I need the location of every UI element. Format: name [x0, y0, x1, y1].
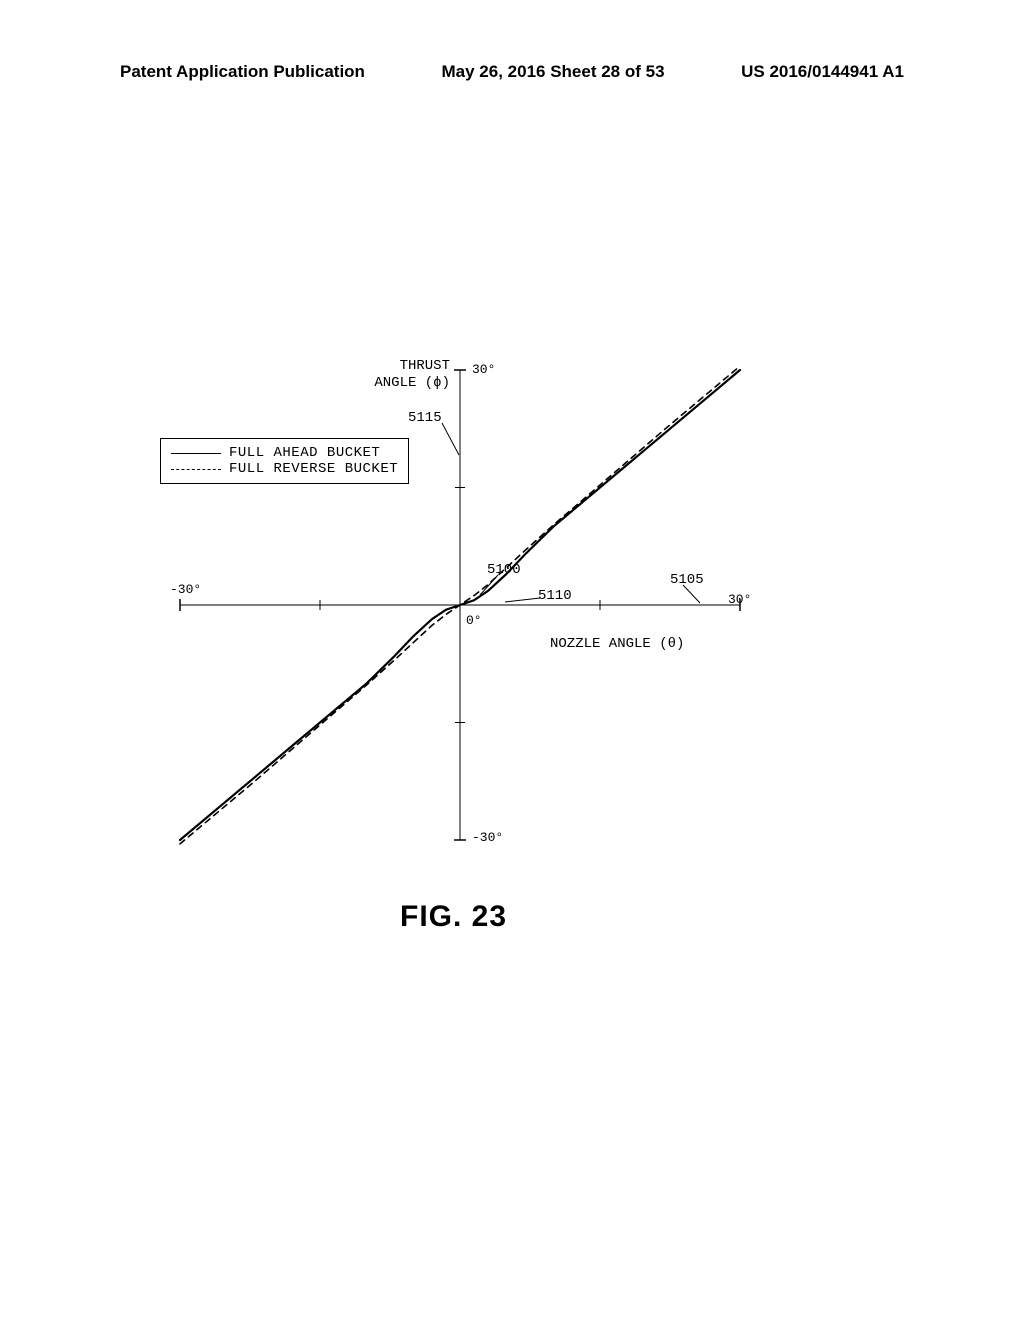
x-axis-label: NOZZLE ANGLE (θ) — [550, 636, 710, 652]
legend-label-reverse: FULL REVERSE BUCKET — [229, 461, 398, 477]
ref-5100: 5100 — [487, 562, 521, 578]
x-tick-right: 30° — [728, 592, 751, 607]
header-right: US 2016/0144941 A1 — [741, 62, 904, 82]
y-tick-bottom: -30° — [472, 830, 503, 845]
legend-line-solid-icon — [171, 453, 221, 454]
header-middle: May 26, 2016 Sheet 28 of 53 — [442, 62, 665, 82]
header-left: Patent Application Publication — [120, 62, 365, 82]
chart-container: THRUST ANGLE (ϕ) NOZZLE ANGLE (θ) -30° 3… — [180, 370, 740, 840]
figure-label: FIG. 23 — [400, 900, 507, 934]
legend-row-reverse: FULL REVERSE BUCKET — [171, 461, 398, 477]
origin-label: 0° — [466, 613, 482, 628]
legend-box: FULL AHEAD BUCKET FULL REVERSE BUCKET — [160, 438, 409, 484]
ref-5105: 5105 — [670, 572, 704, 588]
ref-5110: 5110 — [538, 588, 572, 604]
ref-5115: 5115 — [408, 410, 442, 426]
legend-row-ahead: FULL AHEAD BUCKET — [171, 445, 398, 461]
y-tick-top: 30° — [472, 362, 495, 377]
y-axis-label: THRUST ANGLE (ϕ) — [370, 358, 450, 392]
legend-line-dashed-icon — [171, 469, 221, 470]
y-axis-label-line1: THRUST — [370, 358, 450, 375]
y-axis-label-line2: ANGLE (ϕ) — [370, 375, 450, 392]
x-tick-left: -30° — [170, 582, 201, 597]
legend-label-ahead: FULL AHEAD BUCKET — [229, 445, 380, 461]
page-header: Patent Application Publication May 26, 2… — [0, 62, 1024, 82]
